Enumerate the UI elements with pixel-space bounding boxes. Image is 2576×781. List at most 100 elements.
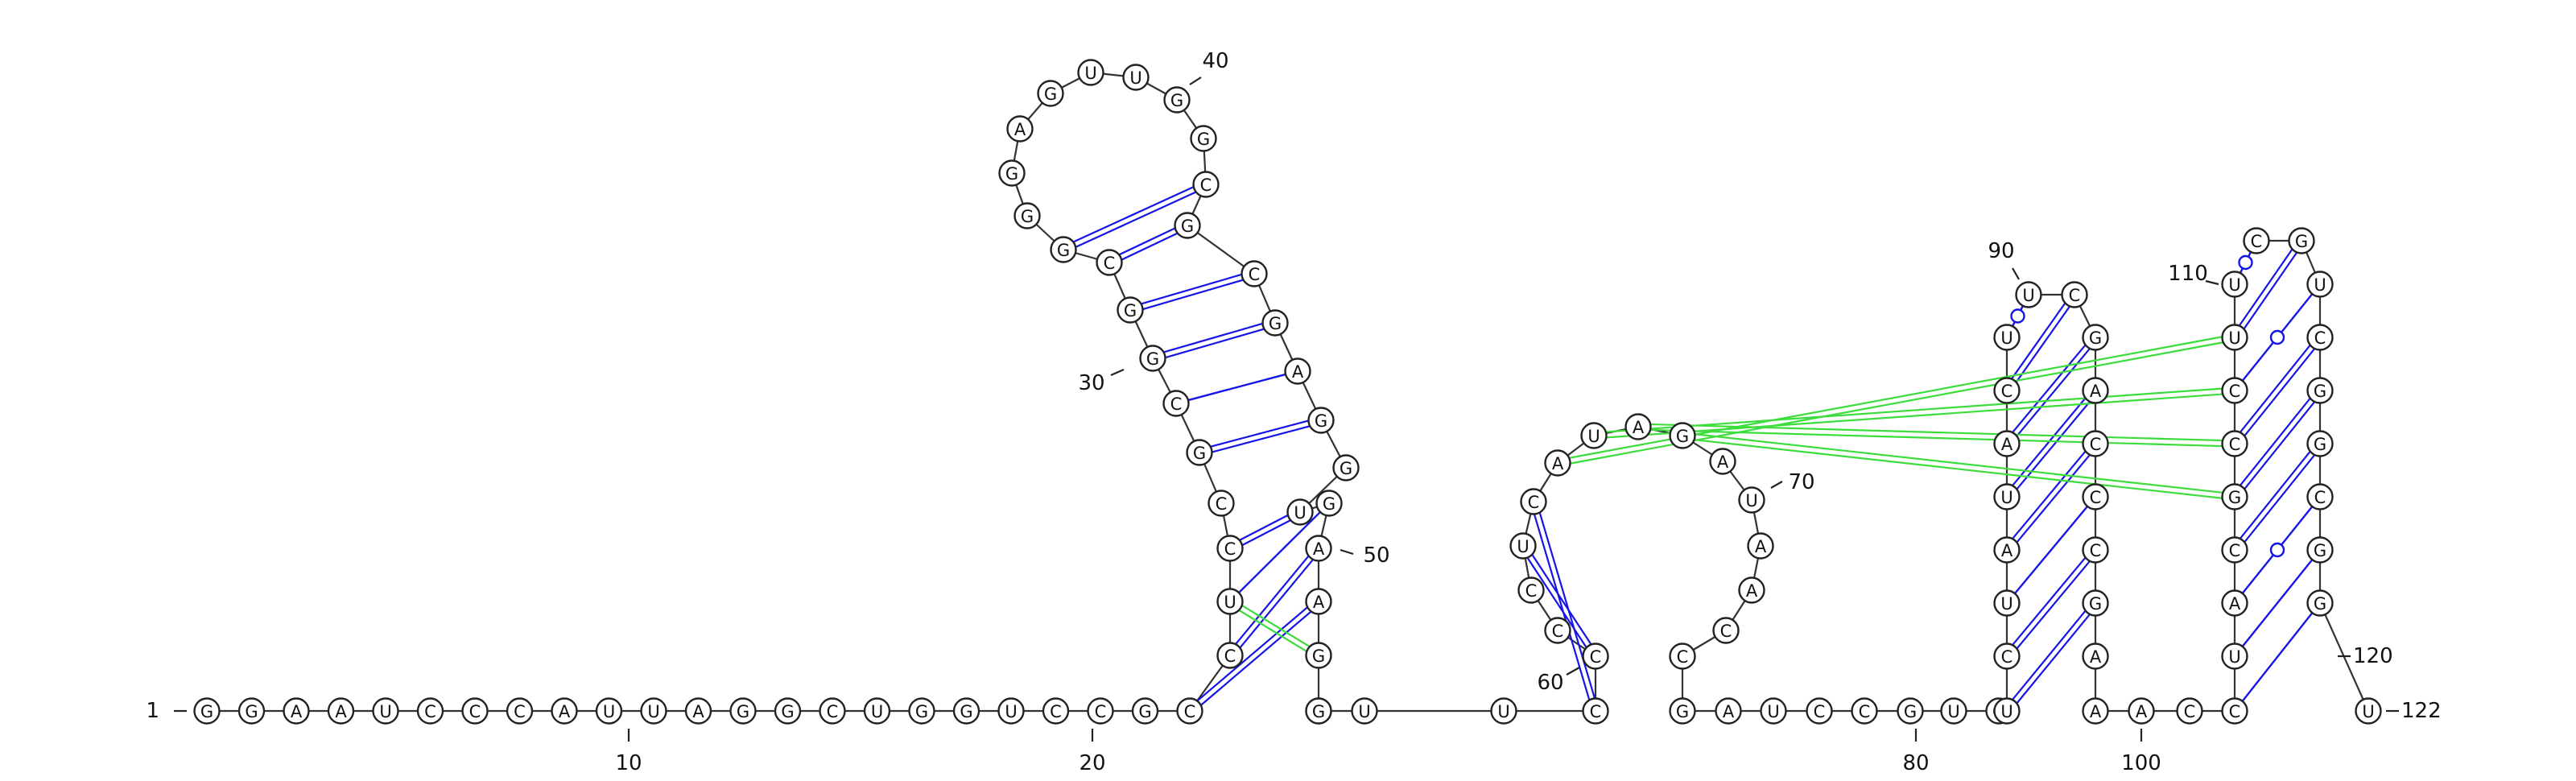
nucleotide-letter: C xyxy=(1224,539,1236,559)
nucleotide: C xyxy=(1097,250,1122,275)
gu-pair-marker xyxy=(2012,310,2025,323)
nucleotide: G xyxy=(1175,213,1200,238)
nucleotide-letter: U xyxy=(1005,702,1017,721)
nucleotide-letter: U xyxy=(1497,702,1509,721)
nucleotide-letter: C xyxy=(1095,702,1107,721)
nucleotide: G xyxy=(1141,346,1166,371)
nucleotide: C xyxy=(1670,644,1695,669)
nucleotide: A xyxy=(686,699,711,724)
nucleotide-letter: U xyxy=(647,702,659,721)
nucleotide-letter: G xyxy=(1676,702,1689,721)
nucleotide-letter: C xyxy=(1528,493,1540,512)
nucleotide: C xyxy=(1242,262,1267,287)
nucleotide: G xyxy=(1000,161,1025,186)
number-label: 40 xyxy=(1202,49,1228,73)
nucleotide: C xyxy=(2223,432,2248,457)
nucleotide: U xyxy=(374,699,398,724)
nucleotide-letter: G xyxy=(2228,488,2241,507)
nucleotide: G xyxy=(2083,591,2108,616)
nucleotide-letter: U xyxy=(2314,275,2326,295)
nucleotide: U xyxy=(1995,325,2020,350)
nucleotide: U xyxy=(597,699,621,724)
pseudoknot-pair-line xyxy=(1242,605,1310,647)
nucleotide-letter: U xyxy=(2362,702,2374,721)
nucleotide-letter: C xyxy=(1720,622,1732,641)
nucleotide-letter: G xyxy=(200,702,213,721)
base-pair-line xyxy=(2013,611,2085,700)
nucleotide: G xyxy=(195,699,220,724)
nucleotide: C xyxy=(1519,578,1544,603)
nucleotide: G xyxy=(1191,126,1216,151)
base-pair-line xyxy=(2017,349,2090,436)
nucleotide: C xyxy=(1583,699,1608,724)
nucleotide-letter: C xyxy=(1104,254,1116,273)
nucleotide: A xyxy=(1711,449,1736,474)
nucleotide-letter: G xyxy=(737,702,749,721)
nucleotide-letter: U xyxy=(1517,537,1529,556)
nucleotide-letter: A xyxy=(1755,537,1767,556)
base-pair-line xyxy=(2243,613,2313,701)
nucleotide-letter: G xyxy=(1676,427,1689,446)
base-pair-line xyxy=(1240,515,1287,540)
pseudoknot-pair-line xyxy=(1695,440,2222,498)
nucleotide-letter: C xyxy=(1200,176,1212,195)
nucleotide: U xyxy=(865,699,890,724)
nucleotide-letter: C xyxy=(1552,622,1564,641)
nucleotide-letter: C xyxy=(2314,329,2326,348)
nucleotide: C xyxy=(2062,283,2087,308)
nucleotide-letter: U xyxy=(1358,702,1370,721)
nucleotide-letter: G xyxy=(1124,301,1137,320)
nucleotide: U xyxy=(1740,488,1765,513)
nucleotide: G xyxy=(2223,485,2248,510)
nucleotide-letter: U xyxy=(1294,503,1306,523)
nucleotide-letter: A xyxy=(2229,594,2241,614)
nucleotide-letter: C xyxy=(2251,232,2263,251)
nucleotide: U xyxy=(1995,699,2020,724)
nucleotide: G xyxy=(1670,699,1695,724)
nucleotide: A xyxy=(1307,536,1331,561)
nucleotide-letter: A xyxy=(1313,593,1325,612)
nucleotide-letter: G xyxy=(1057,241,1070,260)
nucleotide-letter: C xyxy=(2001,382,2013,401)
nucleotide-letter: G xyxy=(2314,541,2326,560)
nucleotide-letter: C xyxy=(2069,286,2081,305)
nucleotide-letter: G xyxy=(2089,594,2102,614)
nucleotide-letter: G xyxy=(781,702,794,721)
nucleotide: C xyxy=(1714,618,1739,643)
nucleotide: C xyxy=(1218,643,1243,668)
pseudoknot-pairs xyxy=(1239,337,2223,651)
base-pair-line xyxy=(2243,560,2313,647)
nucleotide: U xyxy=(999,699,1024,724)
nucleotide: G xyxy=(1670,424,1695,448)
nucleotide: C xyxy=(1164,391,1189,416)
nucleotide-letter: U xyxy=(2000,594,2013,614)
nucleotide-letter: C xyxy=(2001,647,2013,667)
nucleotide-letter: G xyxy=(1181,217,1194,236)
nucleotide: C xyxy=(1852,699,1877,724)
nucleotide-letter: U xyxy=(1947,702,1959,721)
number-label: 60 xyxy=(1537,671,1563,695)
nucleotide: A xyxy=(2083,644,2108,669)
number-label: 120 xyxy=(2353,644,2393,668)
nucleotide-letter: C xyxy=(2229,541,2241,560)
nucleotide: U xyxy=(1995,485,2020,510)
nucleotide-letter: C xyxy=(469,702,481,721)
nucleotide: A xyxy=(2129,699,2154,724)
nucleotide: A xyxy=(1307,589,1331,614)
number-label: 110 xyxy=(2168,262,2208,286)
nucleotide-letter: U xyxy=(2228,647,2240,667)
nucleotide-letter: C xyxy=(1249,265,1261,284)
nucleotide-letter: C xyxy=(2090,435,2102,454)
nucleotide-letter: C xyxy=(1216,494,1228,514)
nucleotide-letter: U xyxy=(2000,329,2013,348)
nucleotide-letter: C xyxy=(1677,647,1689,667)
nucleotide: G xyxy=(910,699,935,724)
gu-pair-marker xyxy=(2271,331,2284,344)
nucleotide: C xyxy=(507,699,532,724)
nucleotide: A xyxy=(2083,378,2108,403)
nucleotide: U xyxy=(1995,591,2020,616)
nucleotide-letter: G xyxy=(1005,164,1018,184)
base-pair-line xyxy=(2013,452,2085,539)
nucleotide: U xyxy=(2017,283,2041,308)
